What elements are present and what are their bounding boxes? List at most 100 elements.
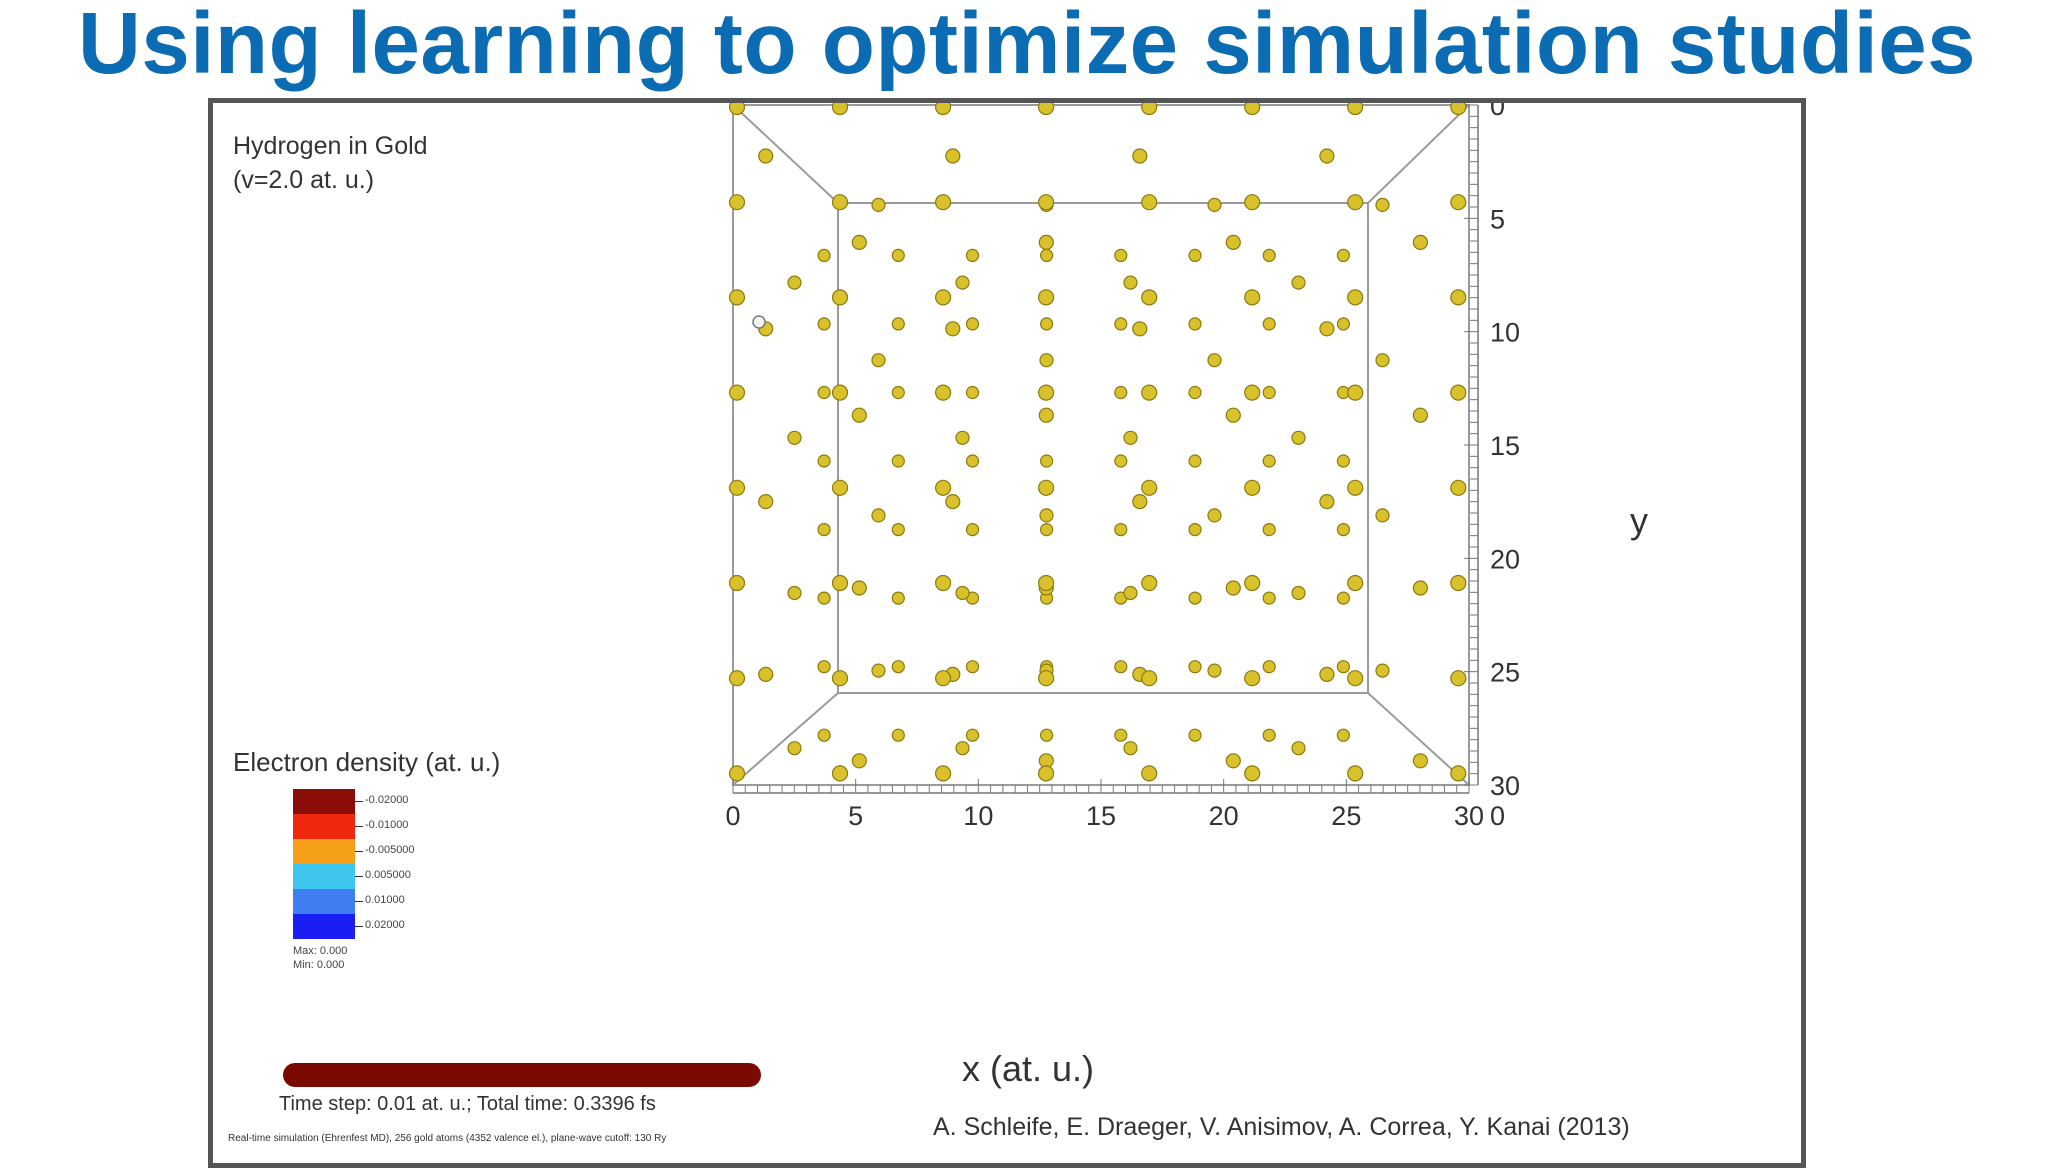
gold-atom (965, 317, 980, 331)
gold-atom (1039, 353, 1054, 368)
gold-atom (1141, 765, 1158, 782)
gold-atom (1244, 670, 1261, 687)
y-axis-label: y (1630, 500, 1648, 541)
gold-atom (934, 194, 952, 211)
gold-atom (1319, 494, 1335, 510)
gold-atom (1262, 728, 1276, 742)
gold-atom (891, 454, 905, 468)
simulation-note: Real-time simulation (Ehrenfest MD), 256… (228, 1133, 667, 1144)
gold-atom (728, 103, 746, 116)
x-tick-label: 20 (1209, 801, 1239, 831)
gold-atom (1319, 148, 1335, 164)
gold-atom (891, 523, 905, 537)
gold-atom (817, 248, 831, 262)
gold-atom (831, 289, 849, 306)
legend-label: 0.01000 (365, 894, 405, 906)
gold-atom (891, 591, 905, 605)
gold-atom (1347, 194, 1364, 211)
legend-tick (355, 901, 363, 902)
gold-atom (817, 454, 831, 468)
gold-atom (1412, 753, 1429, 769)
legend-min: Min: 0.000 (293, 959, 345, 971)
gold-atom (1207, 353, 1222, 368)
legend-label: -0.02000 (365, 794, 409, 806)
gold-atom (1114, 728, 1128, 742)
gold-atom (1037, 289, 1055, 306)
gold-atom (965, 660, 980, 674)
legend-swatch (293, 914, 355, 939)
gold-atom (817, 660, 831, 674)
legend-tick (355, 851, 363, 852)
simulation-name: Hydrogen in Gold (233, 132, 428, 160)
gold-atom (787, 430, 802, 445)
gold-atom (1336, 591, 1351, 605)
gold-atom (831, 574, 849, 592)
x-tick-label: 15 (1086, 801, 1116, 831)
gold-atom (1450, 574, 1467, 592)
gold-atom (1188, 728, 1202, 742)
gold-atom (1141, 384, 1158, 401)
gold-atom (851, 407, 867, 423)
axis-ticks (732, 104, 1479, 794)
gold-atom (1114, 454, 1128, 468)
gold-atom (1039, 248, 1054, 262)
simulation-velocity: (v=2.0 at. u.) (233, 166, 375, 194)
gold-atom (1141, 194, 1158, 211)
gold-atom (1347, 103, 1364, 116)
box-back-face (837, 202, 1369, 694)
gold-atom (787, 585, 802, 601)
gold-atom (1347, 670, 1364, 687)
gold-atom (1188, 591, 1202, 605)
time-info: Time step: 0.01 at. u.; Total time: 0.33… (279, 1093, 656, 1115)
gold-atom (1114, 385, 1128, 400)
gold-atom (831, 103, 849, 116)
gold-atom (831, 479, 849, 496)
gold-atom (1450, 384, 1467, 401)
x-tick-label: 25 (1331, 801, 1361, 831)
gold-atom (1037, 765, 1055, 782)
gold-atom (831, 384, 849, 401)
gold-atom (1244, 103, 1261, 116)
gold-atom (758, 494, 774, 510)
gold-atom (1188, 454, 1202, 468)
gold-atom (1039, 523, 1054, 537)
gold-atom (728, 289, 746, 306)
slide-title: Using learning to optimize simulation st… (78, 0, 1977, 92)
legend-tick (355, 876, 363, 877)
gold-atom (787, 741, 802, 756)
gold-atom (871, 353, 886, 368)
x-axis-label: x (at. u.) (962, 1048, 1094, 1089)
gold-atom (1375, 197, 1390, 213)
gold-atom (1123, 741, 1138, 756)
gold-atom (817, 523, 831, 537)
gold-atom (1244, 384, 1261, 401)
gold-atom (1412, 234, 1429, 250)
gold-atom (728, 194, 746, 211)
gold-atom (1188, 523, 1202, 537)
gold-atom (934, 289, 952, 306)
gold-atom (1375, 353, 1390, 368)
gold-atom (1188, 660, 1202, 674)
gold-atom (1262, 317, 1276, 331)
y-tick-label: 20 (1490, 544, 1520, 574)
gold-atom (934, 479, 952, 496)
gold-atom (1450, 670, 1467, 687)
gold-atom (1244, 765, 1261, 782)
gold-atom (871, 197, 886, 213)
y-tick-label: 15 (1490, 431, 1520, 461)
gold-atom (1114, 660, 1128, 674)
gold-atom (1244, 479, 1261, 496)
gold-atom (1037, 670, 1055, 687)
gold-atom (1132, 148, 1148, 164)
gold-atom (1114, 317, 1128, 331)
x-tick-label: 5 (848, 801, 863, 831)
gold-atom (831, 194, 849, 211)
gold-atom (1207, 508, 1222, 523)
gold-atom (1347, 384, 1364, 401)
gold-atom (728, 384, 746, 401)
gold-atom (728, 574, 746, 592)
gold-atom (758, 666, 774, 683)
gold-atom (1336, 248, 1351, 262)
